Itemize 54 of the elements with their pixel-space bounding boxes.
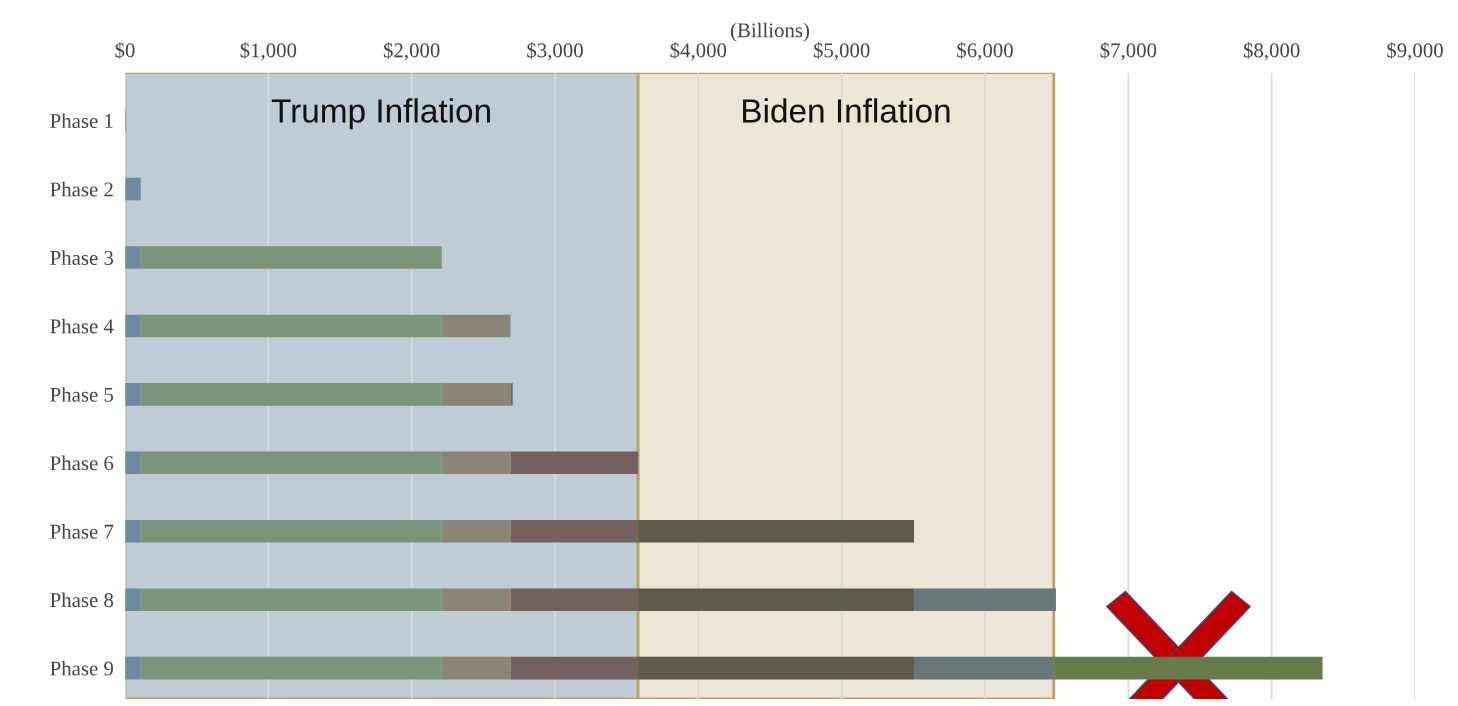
y-tick-label: Phase 2	[50, 181, 113, 197]
bar	[125, 588, 141, 611]
bar	[914, 588, 1056, 611]
y-tick-label: Phase 5	[50, 387, 114, 402]
x-tick-label: $7,000	[1100, 42, 1157, 61]
y-tick-label: Phase 7	[50, 524, 114, 539]
x-tick-label: $3,000	[527, 42, 583, 61]
bar	[140, 519, 442, 543]
bar	[125, 656, 141, 680]
bar	[914, 656, 1055, 680]
y-tick-label: Phase 3	[50, 250, 114, 265]
bar	[510, 588, 639, 611]
x-tick-label: $8,000	[1243, 42, 1300, 61]
bar	[140, 314, 442, 338]
bar	[125, 177, 141, 201]
y-tick-label: Phase 1	[50, 113, 113, 129]
bar	[510, 451, 639, 475]
y-tick-label: Phase 9	[50, 660, 114, 676]
bar	[510, 383, 513, 406]
bar	[140, 246, 442, 269]
bar	[638, 519, 915, 543]
x-tick-label: $4,000	[670, 42, 727, 61]
band-label: Biden Inflation	[743, 98, 950, 123]
y-tick-label: Phase 4	[50, 318, 114, 334]
bar	[441, 314, 511, 338]
bar	[510, 519, 639, 543]
y-tick-label: Phase 8	[50, 592, 114, 608]
bar	[140, 656, 442, 680]
x-tick-label: $9,000	[1387, 42, 1443, 61]
x-tick-label: $2,000	[383, 42, 440, 61]
bar	[441, 588, 511, 611]
bar	[140, 588, 442, 611]
x-tick-label: $0	[115, 42, 135, 59]
bar	[125, 383, 141, 406]
y-tick-label: Phase 6	[50, 455, 114, 471]
bar	[638, 656, 915, 680]
bar	[1054, 656, 1323, 680]
bar	[510, 656, 639, 680]
x-tick-label: $6,000	[957, 42, 1013, 61]
x-axis-title: (Billions)	[730, 22, 810, 42]
x-tick-label: $5,000	[813, 42, 870, 61]
bar	[441, 383, 511, 406]
bar	[140, 451, 442, 475]
bar	[441, 656, 511, 680]
bar	[125, 314, 141, 338]
x-tick-label: $1,000	[240, 42, 297, 61]
bar	[638, 588, 915, 611]
bar	[125, 451, 141, 475]
bar	[441, 519, 511, 543]
bar	[125, 519, 141, 543]
bar	[140, 383, 442, 406]
band-label: Trump Inflation	[271, 98, 490, 130]
bar	[441, 451, 511, 475]
bar	[125, 246, 141, 269]
